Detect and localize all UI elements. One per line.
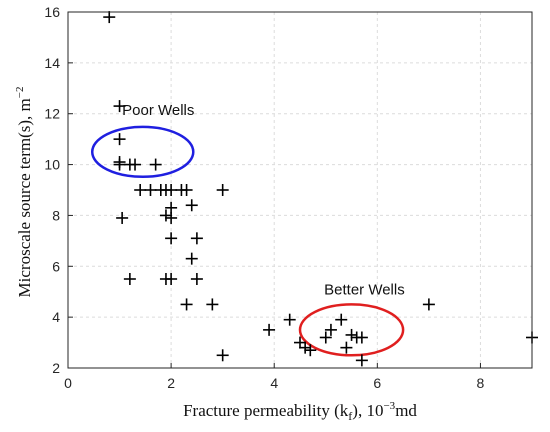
data-point-marker [185,252,198,265]
poor-wells-label: Poor Wells [122,102,194,119]
x-tick-label: 2 [167,375,175,391]
y-tick-label: 2 [52,360,60,376]
y-tick-label: 16 [44,4,60,20]
data-point-marker [335,313,348,326]
y-axis-label: Microscale source term(s), m−2 [14,87,34,298]
data-point-marker [299,341,312,354]
poor-wells-ellipse [90,125,195,179]
x-tick-label: 0 [64,375,72,391]
data-point-marker [134,184,147,196]
data-point-marker [116,211,129,224]
data-point-marker [185,199,198,212]
plot-area-frame [67,11,533,369]
data-point-marker [180,184,193,196]
y-tick-label: 4 [52,309,60,325]
x-tick-label: 6 [373,375,381,391]
data-point-marker [113,156,126,169]
data-points [103,11,538,367]
data-point-marker [159,209,172,222]
y-tick-label: 14 [44,55,60,71]
y-tick-label: 8 [52,207,60,223]
data-point-marker [355,331,368,344]
y-tick-label: 6 [52,258,60,274]
data-point-marker [422,298,435,311]
data-point-marker [103,11,116,24]
data-point-marker [216,184,229,196]
data-point-marker [123,273,136,285]
data-point-marker [319,331,332,344]
y-axis-ticks: 2 4 6 8 10 12 14 16 [44,4,73,376]
data-point-marker [263,323,276,336]
x-tick-label: 4 [270,375,278,391]
data-point-marker [165,184,178,196]
better-wells-label: Better Wells [324,281,405,298]
highlight-ellipses [90,125,405,357]
data-point-marker [144,184,157,196]
y-tick-label: 12 [44,106,60,122]
better-wells-ellipse [298,303,405,357]
data-point-marker [355,354,368,367]
data-point-marker [165,211,178,224]
data-point-marker [159,273,172,285]
data-point-marker [129,158,142,171]
data-point-marker [206,298,219,311]
y-tick-label: 10 [44,157,60,173]
x-axis-ticks: 0 2 4 6 8 [64,363,485,391]
x-axis-label: Fracture permeability (kf), 10−3md [183,400,417,423]
data-point-marker [283,313,296,326]
x-tick-label: 8 [477,375,485,391]
data-point-marker [113,100,126,113]
data-point-marker [324,323,337,336]
data-point-marker [165,201,178,214]
data-point-marker [190,232,203,245]
data-point-marker [113,133,126,146]
data-point-marker [165,232,178,245]
data-point-marker [149,158,162,171]
data-point-marker [216,349,229,362]
annotations: Poor Wells Better Wells [122,102,405,298]
data-point-marker [345,328,358,341]
data-point-marker [340,341,353,354]
data-point-marker [294,336,306,349]
data-point-marker [190,273,203,285]
data-point-marker [180,298,193,311]
data-point-marker [304,344,317,357]
